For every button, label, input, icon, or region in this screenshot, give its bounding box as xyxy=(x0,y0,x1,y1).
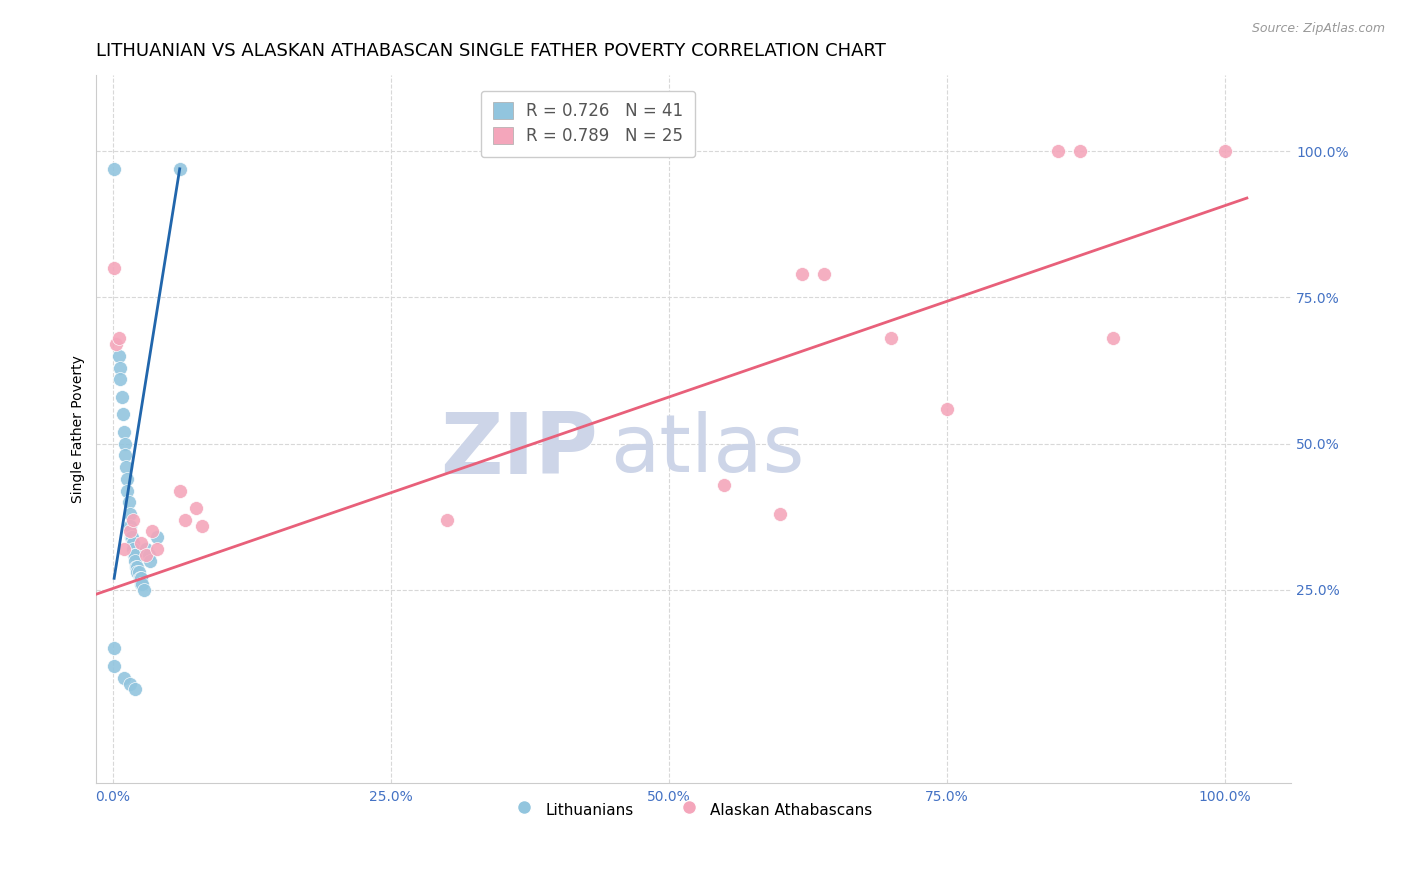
Point xyxy=(103,659,125,673)
Point xyxy=(112,671,135,685)
Point xyxy=(118,507,141,521)
Point xyxy=(169,161,191,176)
Point xyxy=(138,554,160,568)
Point xyxy=(436,513,458,527)
Point xyxy=(128,566,150,580)
Point xyxy=(111,390,134,404)
Text: Source: ZipAtlas.com: Source: ZipAtlas.com xyxy=(1251,22,1385,36)
Point xyxy=(118,676,141,690)
Point xyxy=(127,559,149,574)
Point xyxy=(127,566,149,580)
Point xyxy=(935,401,957,416)
Point xyxy=(117,495,139,509)
Point xyxy=(117,472,139,486)
Point xyxy=(122,542,145,557)
Point xyxy=(129,536,152,550)
Point xyxy=(118,524,141,539)
Point xyxy=(1046,145,1069,159)
Point xyxy=(128,571,150,585)
Point xyxy=(1069,145,1091,159)
Point xyxy=(174,513,197,527)
Point xyxy=(769,507,792,521)
Point xyxy=(107,349,129,363)
Point xyxy=(112,542,135,557)
Point xyxy=(120,530,142,544)
Point xyxy=(131,577,153,591)
Point xyxy=(114,449,136,463)
Point xyxy=(135,548,157,562)
Point xyxy=(105,337,128,351)
Point xyxy=(880,331,903,345)
Point xyxy=(103,641,125,656)
Point xyxy=(112,408,135,422)
Point xyxy=(114,436,136,450)
Point xyxy=(108,372,131,386)
Point xyxy=(124,554,146,568)
Point xyxy=(1213,145,1236,159)
Text: ZIP: ZIP xyxy=(440,409,598,491)
Point xyxy=(122,536,145,550)
Text: LITHUANIAN VS ALASKAN ATHABASCAN SINGLE FATHER POVERTY CORRELATION CHART: LITHUANIAN VS ALASKAN ATHABASCAN SINGLE … xyxy=(97,42,886,60)
Y-axis label: Single Father Poverty: Single Father Poverty xyxy=(72,355,86,503)
Point xyxy=(122,548,145,562)
Text: atlas: atlas xyxy=(610,411,804,490)
Point xyxy=(121,530,143,544)
Point xyxy=(103,161,125,176)
Point xyxy=(146,530,169,544)
Point xyxy=(141,524,163,539)
Point xyxy=(117,483,139,498)
Point xyxy=(713,477,735,491)
Point xyxy=(129,577,152,591)
Point xyxy=(107,331,129,345)
Point xyxy=(124,682,146,697)
Point xyxy=(134,582,156,597)
Point xyxy=(112,425,135,439)
Point xyxy=(191,518,214,533)
Point xyxy=(138,548,160,562)
Point xyxy=(125,559,148,574)
Point xyxy=(124,548,146,562)
Point xyxy=(122,513,145,527)
Legend: Lithuanians, Alaskan Athabascans: Lithuanians, Alaskan Athabascans xyxy=(509,794,879,825)
Point xyxy=(813,267,835,281)
Point xyxy=(103,261,125,276)
Point xyxy=(792,267,814,281)
Point xyxy=(135,542,157,557)
Point xyxy=(169,483,191,498)
Point xyxy=(146,542,169,557)
Point xyxy=(108,360,131,375)
Point xyxy=(186,501,208,516)
Point xyxy=(115,460,138,475)
Point xyxy=(1102,331,1125,345)
Point xyxy=(118,518,141,533)
Point xyxy=(129,571,152,585)
